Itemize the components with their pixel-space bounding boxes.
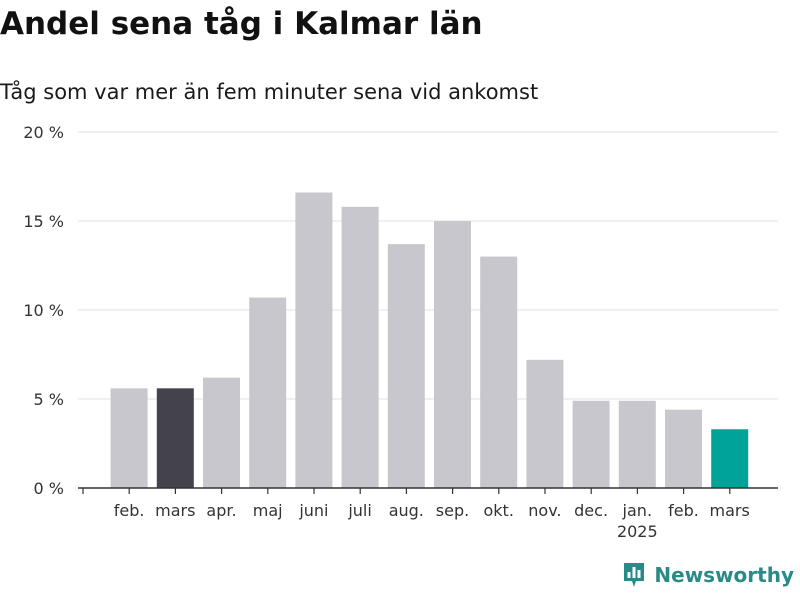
x-tick-label: mars [155, 501, 195, 520]
bar [295, 192, 333, 488]
x-tick-label: maj [253, 501, 283, 520]
bar [711, 429, 749, 488]
bar [572, 400, 610, 488]
y-tick-label: 0 % [34, 479, 64, 498]
bar-chart-pin-icon [624, 563, 645, 587]
bar [156, 388, 194, 488]
chart-subtitle: Tåg som var mer än fem minuter sena vid … [0, 80, 539, 104]
x-tick-label: feb. [114, 501, 145, 520]
x-tick-label: feb. [668, 501, 699, 520]
brand-name: Newsworthy [654, 563, 794, 587]
x-tick-label: nov. [528, 501, 561, 520]
bar [618, 400, 656, 488]
newsworthy-logo: Newsworthy [622, 560, 794, 590]
y-tick-label: 20 % [23, 123, 64, 142]
x-tick-label: sep. [436, 501, 469, 520]
bar [665, 409, 702, 488]
bar [387, 244, 425, 488]
bar [110, 388, 148, 488]
x-tick-label: mars [710, 501, 750, 520]
x-tick-label: dec. [574, 501, 608, 520]
bar [480, 256, 518, 488]
x-tick-label: aug. [389, 501, 424, 520]
x-tick-label: juni [298, 501, 328, 520]
y-tick-label: 10 % [23, 301, 64, 320]
bar [203, 377, 240, 488]
chart-title: Andel sena tåg i Kalmar län [0, 6, 483, 42]
x-tick-label: juli [347, 501, 371, 520]
y-tick-label: 5 % [34, 390, 64, 409]
y-tick-label: 15 % [23, 212, 64, 231]
bar [434, 221, 471, 488]
x-tick-label: apr. [206, 501, 236, 520]
x-year-label: 2025 [617, 522, 658, 541]
bar [341, 206, 379, 488]
bar [526, 359, 564, 488]
x-tick-label: jan. [622, 501, 652, 520]
x-tick-label: okt. [483, 501, 513, 520]
bar [249, 297, 287, 488]
